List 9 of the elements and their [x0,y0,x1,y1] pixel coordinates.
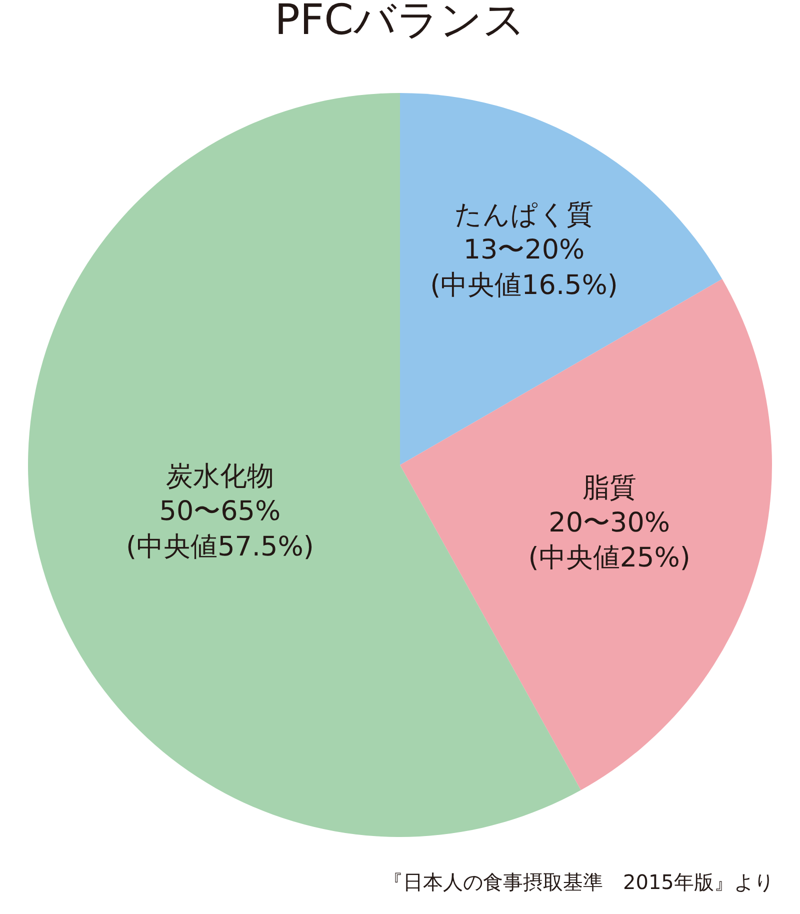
data-label: 50〜65% (中央値57.5%) [126,496,314,562]
text: 『日本人の食事摂取基準 2015年版』より [383,870,774,894]
slice-label: たんぱく質 [454,200,594,231]
pie-slice [400,93,722,465]
chart-title: PFCバランス [274,0,526,44]
slice-label: 脂質 [582,472,636,504]
data-label: 13〜20% (中央値16.5%) [430,234,618,301]
slice-label: 炭水化物 [166,461,274,492]
data-label: 20〜30% (中央値25%) [528,507,690,574]
